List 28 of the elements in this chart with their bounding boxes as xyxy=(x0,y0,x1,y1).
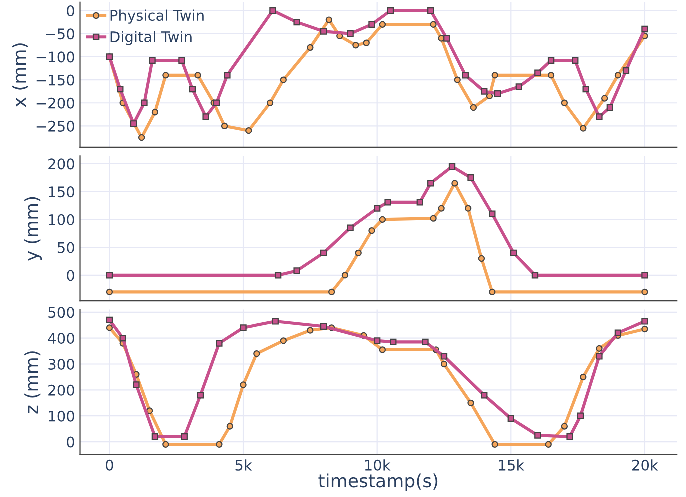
y-tick-label: 150 xyxy=(49,186,74,198)
x-tick-label: 5k xyxy=(236,460,252,471)
y-tick-label: −200 xyxy=(36,98,74,109)
y-axis-title: y (mm) xyxy=(24,197,42,261)
y-tick-label: 0 xyxy=(67,270,74,282)
x-tick-label: 15k xyxy=(499,460,525,471)
y-tick-label: 300 xyxy=(48,358,74,370)
y-tick-label: 50 xyxy=(58,242,74,254)
y-tick-label: 200 xyxy=(48,158,74,170)
y-tick-label: 0 xyxy=(67,6,74,17)
y-axis-title: x (mm) xyxy=(12,44,28,108)
y-tick-label: 200 xyxy=(48,384,74,396)
y-tick-label: −250 xyxy=(36,120,74,132)
y-tick-label: 100 xyxy=(49,214,74,226)
legend-label: Physical Twin xyxy=(110,10,204,24)
x-axis-title: timestamp(s) xyxy=(318,474,438,492)
y-axis-title: z (mm) xyxy=(24,352,41,414)
y-tick-label: 400 xyxy=(48,333,74,344)
x-tick-label: 0 xyxy=(106,460,114,471)
y-tick-label: 100 xyxy=(49,410,74,422)
x-tick-label: 10k xyxy=(365,460,391,471)
y-tick-label: −50 xyxy=(46,28,74,40)
x-tick-label: 20k xyxy=(632,460,658,471)
y-tick-label: −100 xyxy=(36,52,74,63)
y-tick-label: −150 xyxy=(36,74,74,86)
legend-label: Digital Twin xyxy=(110,31,192,46)
y-tick-label: 500 xyxy=(48,307,74,318)
y-tick-label: 0 xyxy=(67,436,74,448)
